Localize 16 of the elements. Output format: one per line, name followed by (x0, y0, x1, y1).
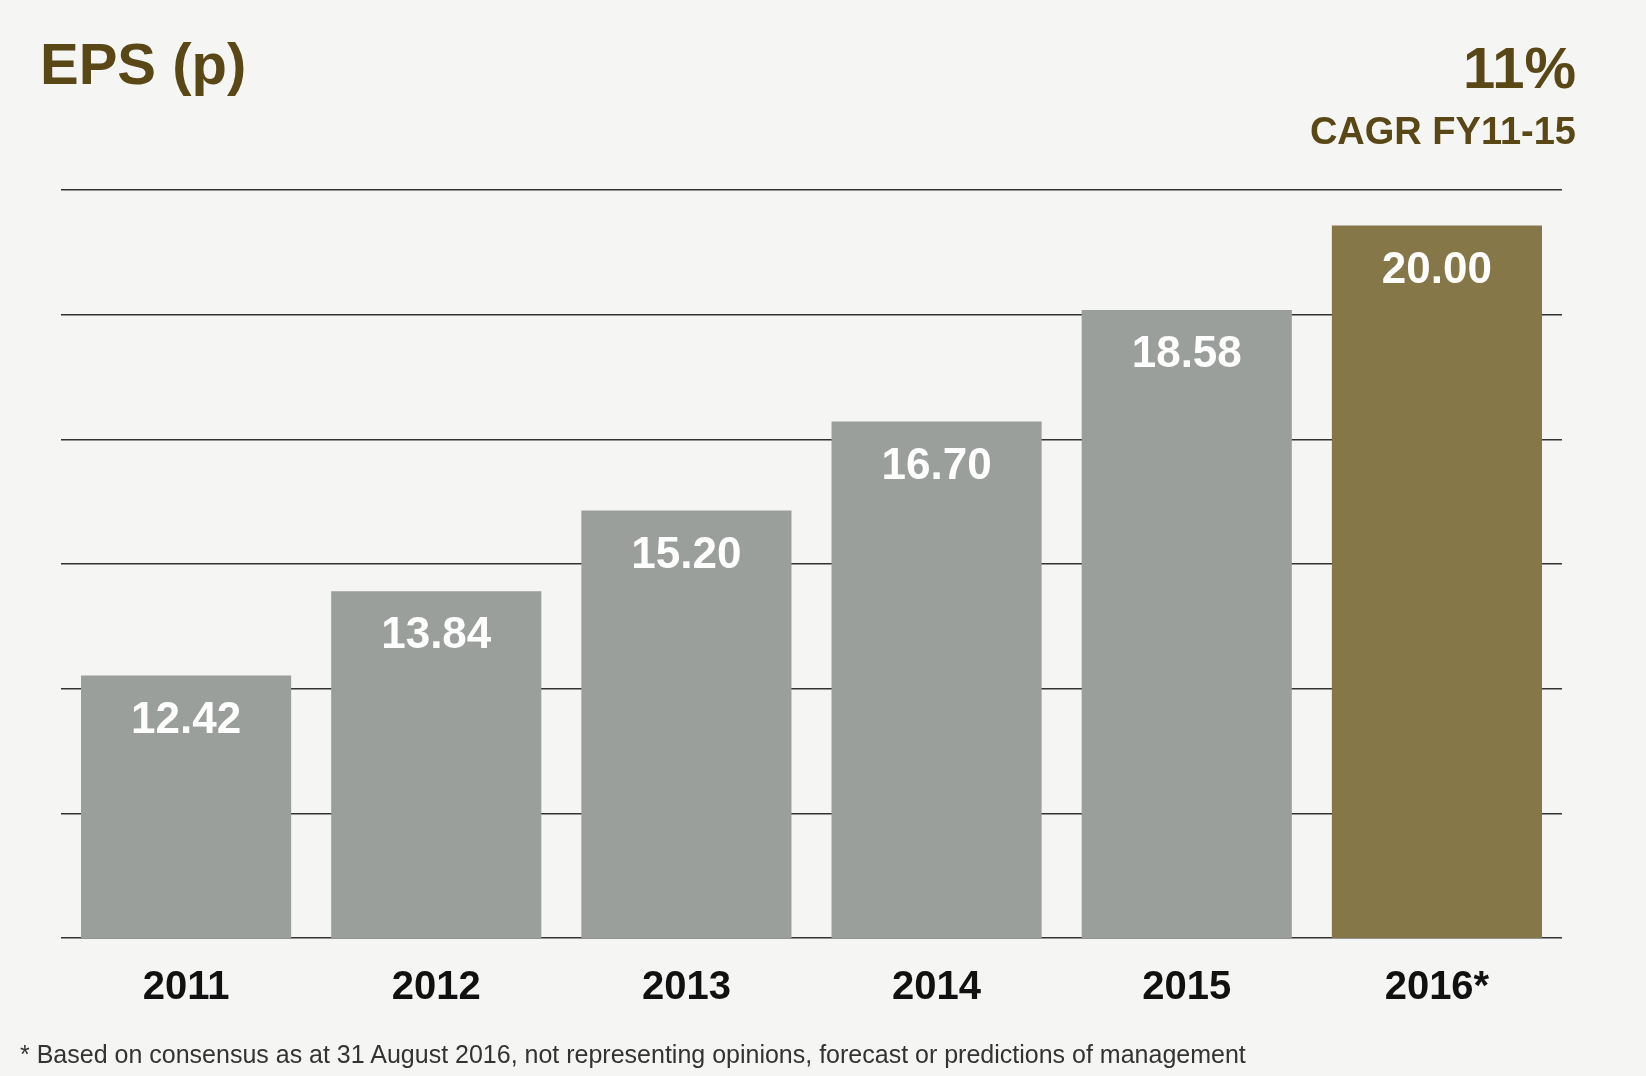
data-label: 13.84 (381, 608, 492, 658)
data-label: 12.42 (131, 692, 242, 742)
x-tick-label: 2013 (641, 963, 731, 1008)
data-label: 20.00 (1381, 242, 1492, 292)
x-tick-label: 2012 (391, 963, 481, 1008)
text: * Based on consensus as at 31 August 2016, not representing opinions, forecast or predictions of management (20, 1040, 1246, 1069)
x-tick-label: 2011 (142, 963, 230, 1008)
x-tick-label: 2015 (1142, 963, 1232, 1008)
text: CAGR FY11-15 (1309, 110, 1576, 153)
data-label: 16.70 (881, 438, 992, 488)
data-label: 18.58 (1131, 327, 1242, 377)
chart-title: EPS (p) (40, 30, 247, 97)
data-label: 15.20 (631, 527, 742, 577)
x-tick-label: 2016* (1384, 963, 1490, 1008)
x-tick-label: 2014 (892, 963, 982, 1008)
text: 11% (1463, 34, 1576, 101)
